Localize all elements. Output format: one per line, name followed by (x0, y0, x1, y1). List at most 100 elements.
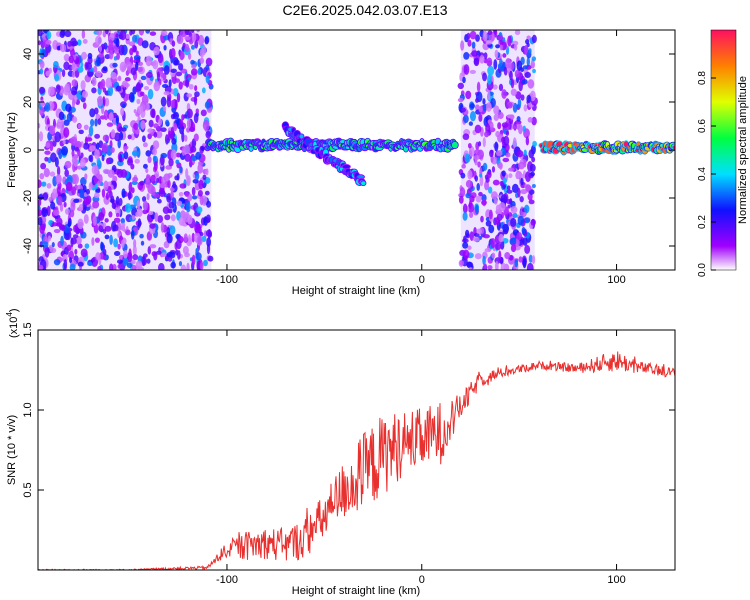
noise-cell-1122 (161, 83, 169, 89)
noise-cell-1507 (476, 81, 481, 93)
noise-cell-711 (125, 61, 133, 69)
noise-cell-1406 (491, 191, 498, 200)
noise-cell-1587 (508, 167, 515, 172)
snr-ytick-label-10000: 1.0 (22, 402, 34, 417)
noise-cell-1100 (39, 172, 45, 180)
noise-cell-1604 (457, 98, 464, 103)
noise-cell-872 (101, 154, 105, 162)
noise-cell-1574 (520, 94, 525, 101)
noise-cell-1127 (61, 145, 69, 156)
noise-cell-1763 (503, 66, 508, 76)
noise-cell-672 (86, 188, 91, 195)
noise-cell-1056 (130, 163, 135, 170)
noise-cell-973 (53, 209, 60, 216)
noise-cell-1242 (77, 123, 82, 129)
colorbar-tick-label-0.8: 0.8 (697, 71, 708, 85)
noise-cell-353 (194, 40, 199, 49)
noise-cell-1182 (95, 142, 100, 150)
noise-cell-1119 (98, 174, 103, 184)
colorbar-label: Normalized spectral amplitude (737, 76, 749, 224)
noise-cell-135 (186, 262, 190, 270)
noise-cell-1416 (527, 116, 533, 123)
noise-cell-1325 (474, 253, 482, 260)
noise-cell-1708 (525, 171, 531, 183)
noise-cell-1187 (91, 164, 99, 176)
noise-cell-701 (152, 147, 158, 156)
noise-cell-1672 (516, 150, 524, 158)
noise-cell-587 (64, 30, 72, 38)
noise-cell-1072 (67, 221, 72, 228)
noise-cell-1771 (482, 72, 488, 82)
noise-cell-1643 (469, 195, 475, 203)
noise-cell-1685 (486, 57, 493, 67)
noise-cell-706 (62, 139, 66, 145)
noise-cell-704 (191, 64, 197, 69)
noise-cell-1705 (479, 54, 485, 64)
noise-cell-933 (66, 112, 73, 122)
noise-cell-1189 (38, 216, 43, 226)
snr-xtick-label-100: 100 (607, 574, 625, 586)
noise-cell-1675 (479, 175, 484, 187)
noise-cell-470 (82, 184, 87, 193)
noise-cell-948 (97, 95, 104, 107)
noise-cell-735 (113, 217, 121, 223)
noise-cell-1696 (497, 111, 504, 120)
noise-cell-207 (147, 156, 152, 164)
noise-cell-1030 (54, 157, 59, 168)
noise-cell-1097 (80, 248, 88, 258)
noise-cell-559 (192, 178, 199, 184)
noise-cell-1618 (494, 49, 499, 59)
noise-cell-916 (161, 252, 167, 258)
noise-cell-358 (90, 118, 95, 127)
noise-cell-434 (177, 249, 181, 260)
noise-cell-478 (121, 127, 127, 132)
noise-cell-1165 (159, 190, 166, 197)
noise-cell-356 (77, 243, 83, 249)
noise-cell-1092 (179, 50, 185, 61)
noise-cell-918 (138, 30, 145, 36)
noise-cell-971 (178, 119, 184, 128)
noise-cell-1335 (467, 202, 475, 214)
noise-cell-120 (147, 88, 154, 100)
noise-cell-959 (71, 63, 78, 72)
noise-cell-888 (62, 253, 68, 261)
noise-cell-1633 (460, 172, 466, 179)
noise-cell-962 (56, 45, 61, 51)
noise-cell-460 (141, 135, 146, 143)
noise-cell-1168 (194, 172, 200, 181)
noise-cell-787 (137, 218, 142, 228)
noise-cell-401 (184, 252, 190, 258)
noise-cell-321 (194, 85, 198, 92)
noise-cell-1253 (502, 157, 510, 163)
noise-cell-1556 (471, 41, 476, 49)
noise-cell-1344 (494, 198, 498, 205)
snr-xtick-label-0: 0 (419, 574, 425, 586)
noise-cell-1112 (111, 220, 117, 232)
noise-cell-883 (175, 239, 182, 250)
noise-cell-507 (176, 92, 181, 103)
noise-cell-1151 (158, 118, 163, 126)
noise-cell-749 (110, 129, 116, 139)
noise-cell-424 (136, 98, 141, 105)
noise-cell-730 (159, 182, 167, 188)
noise-cell-1369 (522, 125, 527, 133)
noise-cell-584 (77, 66, 84, 73)
noise-cell-644 (98, 212, 105, 221)
noise-cell-1205 (85, 62, 93, 70)
noise-cell-1636 (522, 237, 528, 246)
noise-cell-1152 (185, 79, 190, 88)
noise-cell-1699 (524, 44, 529, 55)
noise-cell-294 (104, 30, 109, 35)
noise-cell-1091 (199, 261, 204, 270)
noise-cell-1752 (531, 34, 537, 44)
noise-cell-1129 (170, 68, 177, 73)
noise-cell-1012 (101, 142, 109, 153)
noise-cell-816 (176, 35, 184, 45)
noise-cell-676 (172, 79, 177, 85)
noise-cell-789 (150, 174, 156, 184)
noise-cell-1040 (118, 197, 123, 207)
noise-cell-1523 (511, 183, 519, 193)
noise-cell-1474 (474, 124, 482, 134)
noise-cell-1621 (510, 78, 515, 89)
noise-cell-1094 (202, 45, 207, 56)
